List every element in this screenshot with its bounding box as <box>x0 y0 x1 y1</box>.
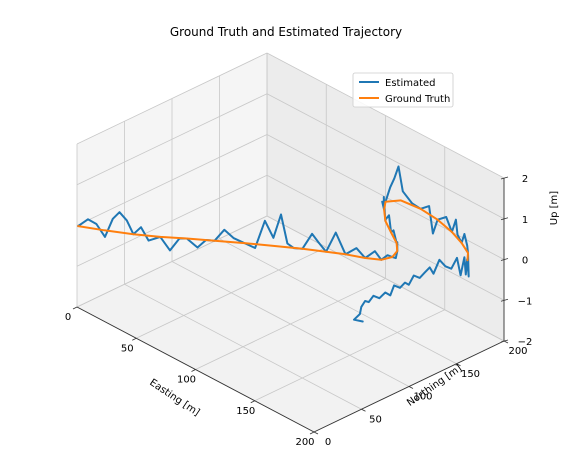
up-tick-label: 1 <box>522 215 528 226</box>
up-axis-label: Up [m] <box>549 191 560 225</box>
floor-grid-northing <box>219 238 457 365</box>
series-line-ground-truth <box>77 199 469 262</box>
easting-tick-label: 100 <box>177 375 196 386</box>
chart-title: Ground Truth and Estimated Trajectory <box>170 25 402 39</box>
up-tick-label: 0 <box>522 256 528 267</box>
series-lines <box>77 165 470 323</box>
legend-estimated-label: Estimated <box>385 78 436 89</box>
side-grid-up <box>76 174 268 267</box>
legend: Estimated Ground Truth <box>352 72 454 108</box>
easting-tick-label: 200 <box>295 437 314 448</box>
northing-tick <box>408 386 414 389</box>
back-grid-up <box>266 93 505 220</box>
legend-ground-truth-label: Ground Truth <box>385 94 450 105</box>
back-grid-up <box>266 174 505 301</box>
side-grid-up <box>76 215 268 308</box>
back-grid-up <box>266 215 505 342</box>
northing-tick <box>361 408 366 412</box>
up-tick-label: 2 <box>522 174 528 185</box>
northing-tick-label: 50 <box>369 414 382 425</box>
up-tick <box>500 258 509 261</box>
northing-tick-label: 150 <box>461 369 480 380</box>
easting-tick <box>191 369 196 372</box>
side-grid-up <box>76 134 268 226</box>
easting-tick-label: 150 <box>236 406 255 417</box>
up-tick <box>500 217 509 221</box>
floor-grid-northing <box>171 261 410 387</box>
back-grid-up <box>266 52 505 179</box>
northing-tick-label: 100 <box>413 392 432 403</box>
easting-tick <box>132 337 137 341</box>
up-tick-label: −2 <box>518 337 533 348</box>
side-grid-up <box>76 93 268 186</box>
easting-tick <box>250 400 255 404</box>
easting-tick-label: 0 <box>65 312 71 323</box>
up-tick-label: −1 <box>518 296 533 307</box>
side-grid-up <box>76 52 268 145</box>
northing-tick-label: 200 <box>508 346 527 357</box>
northing-tick <box>313 431 319 435</box>
floor-grid-northing <box>124 283 362 410</box>
up-tick <box>500 339 509 343</box>
easting-tick <box>72 306 78 310</box>
easting-tick-label: 50 <box>121 343 134 354</box>
up-tick <box>500 176 509 180</box>
northing-tick <box>456 363 461 367</box>
northing-tick-label: 0 <box>325 437 331 448</box>
up-tick <box>500 298 509 302</box>
easting-tick <box>309 431 315 435</box>
